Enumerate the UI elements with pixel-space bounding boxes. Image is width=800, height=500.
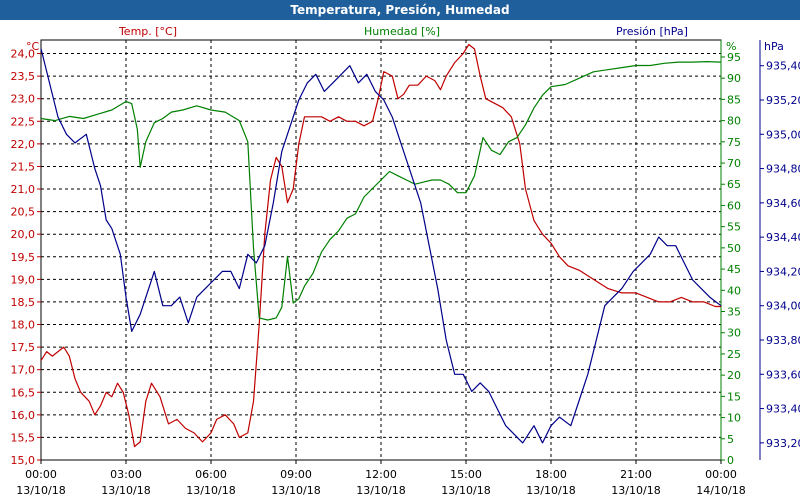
temp-tick-label: 22,0 (11, 138, 36, 151)
humidity-tick-label: 20 (727, 369, 741, 382)
series-line-temp (40, 43, 721, 448)
pressure-tick-label: 934,40 (766, 231, 800, 244)
temp-tick-label: 20,0 (11, 228, 36, 241)
temp-tick-label: 16,0 (11, 409, 36, 422)
humidity-tick-label: 95 (727, 51, 741, 64)
humidity-axis-label: Humedad [%] (364, 25, 440, 38)
temp-tick-label: 21,5 (11, 160, 36, 173)
pressure-unit-label: hPa (764, 40, 784, 53)
humidity-tick-label: 70 (727, 157, 741, 170)
humidity-tick-label: 50 (727, 242, 741, 255)
humidity-tick-label: 5 (727, 433, 734, 446)
date-tick-label: 13/10/18 (186, 484, 235, 497)
humidity-tick-label: 40 (727, 284, 741, 297)
temp-tick-label: 22,5 (11, 115, 36, 128)
pressure-axis-label: Presión [hPa] (616, 25, 688, 38)
time-tick-label: 12:00 (365, 468, 397, 481)
date-tick-label: 13/10/18 (441, 484, 490, 497)
time-tick-label: 21:00 (620, 468, 652, 481)
date-tick-label: 13/10/18 (611, 484, 660, 497)
date-tick-label: 13/10/18 (526, 484, 575, 497)
series-group (40, 43, 722, 448)
series-line-humidity (40, 60, 722, 321)
humidity-tick-label: 65 (727, 178, 741, 191)
temp-tick-label: 21,0 (11, 183, 36, 196)
temp-ticks: 15,0 15,5 16,0 16,5 17,0 17,5 18,0 18,5 19,0 19,5… (11, 48, 41, 467)
humidity-tick-label: 10 (727, 412, 741, 425)
temp-tick-label: 17,5 (11, 341, 36, 354)
pressure-tick-label: 933,40 (766, 403, 800, 416)
pressure-tick-label: 934,80 (766, 163, 800, 176)
series-line-pressure (40, 48, 722, 444)
time-tick-label: 18:00 (535, 468, 567, 481)
pressure-tick-label: 934,20 (766, 265, 800, 278)
time-tick-label: 03:00 (110, 468, 142, 481)
time-tick-label: 06:00 (195, 468, 227, 481)
time-tick-label: 00:00 (705, 468, 737, 481)
date-tick-label: 13/10/18 (16, 484, 65, 497)
humidity-tick-label: 15 (727, 390, 741, 403)
humidity-tick-label: 80 (727, 115, 741, 128)
humidity-tick-label: 25 (727, 348, 741, 361)
temp-tick-label: 17,0 (11, 364, 36, 377)
pressure-ticks: 933,20 933,40 933,60 933,80 934,00 934,20 934,… (760, 60, 800, 450)
pressure-tick-label: 934,00 (766, 300, 800, 313)
pressure-tick-label: 933,60 (766, 368, 800, 381)
time-tick-label: 09:00 (280, 468, 312, 481)
pressure-tick-label: 935,00 (766, 128, 800, 141)
time-tick-label: 00:00 (25, 468, 57, 481)
time-ticks: 00:00 13/10/18 03:00 13/10/18 06:00 13/10/18 0… (16, 460, 746, 497)
humidity-unit-label: % (726, 40, 736, 53)
humidity-tick-label: 0 (727, 454, 734, 467)
chart-title: Temperatura, Presión, Humedad (290, 3, 509, 17)
time-tick-label: 15:00 (450, 468, 482, 481)
temp-tick-label: 19,5 (11, 251, 36, 264)
pressure-tick-label: 935,20 (766, 94, 800, 107)
temp-tick-label: 18,5 (11, 296, 36, 309)
humidity-tick-label: 30 (727, 327, 741, 340)
humidity-tick-label: 60 (727, 199, 741, 212)
temp-tick-label: 15,5 (11, 431, 36, 444)
humidity-tick-label: 35 (727, 306, 741, 319)
date-tick-label: 13/10/18 (101, 484, 150, 497)
pressure-tick-label: 933,80 (766, 334, 800, 347)
temp-tick-label: 20,5 (11, 206, 36, 219)
temp-unit-label: °C (26, 40, 40, 53)
temp-tick-label: 23,0 (11, 93, 36, 106)
temp-tick-label: 19,0 (11, 273, 36, 286)
title-bar (0, 0, 800, 20)
temp-tick-label: 24,0 (11, 48, 36, 61)
grid (40, 40, 722, 461)
humidity-tick-label: 45 (727, 263, 741, 276)
humidity-tick-label: 75 (727, 136, 741, 149)
humidity-tick-label: 55 (727, 221, 741, 234)
temp-tick-label: 23,5 (11, 70, 36, 83)
pressure-tick-label: 935,40 (766, 60, 800, 73)
date-tick-label: 13/10/18 (356, 484, 405, 497)
pressure-tick-label: 934,60 (766, 197, 800, 210)
temp-axis-label: Temp. [°C] (118, 25, 177, 38)
temp-tick-label: 16,5 (11, 386, 36, 399)
humidity-tick-label: 85 (727, 93, 741, 106)
temp-tick-label: 15,0 (11, 454, 36, 467)
humidity-tick-label: 90 (727, 72, 741, 85)
temp-tick-label: 18,0 (11, 319, 36, 332)
humidity-ticks: 0 5 10 15 20 25 30 35 40 45 50 55 60 65 70 75 80 85 90 95 (720, 40, 741, 467)
date-tick-label: 13/10/18 (271, 484, 320, 497)
pressure-tick-label: 933,20 (766, 437, 800, 450)
date-tick-label: 14/10/18 (696, 484, 745, 497)
